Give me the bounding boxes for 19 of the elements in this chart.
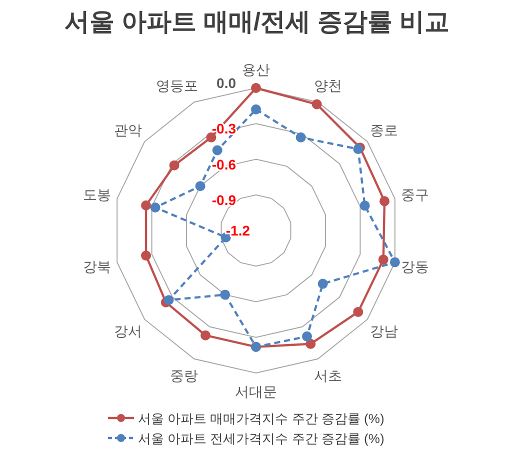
y-tick-label: -0.6 — [212, 156, 236, 172]
y-tick-label: -1.2 — [226, 222, 250, 238]
spoke-label: 강서 — [114, 322, 142, 339]
spoke-label: 강동 — [400, 258, 429, 274]
spoke-label: 용산 — [242, 61, 270, 78]
spoke-label: 양천 — [314, 77, 342, 94]
spoke-label: 강남 — [370, 322, 398, 339]
y-tick-label: 0.0 — [216, 75, 236, 91]
chart-title: 서울 아파트 매매/전세 증감률 비교 — [64, 8, 450, 36]
spoke-label: 서초 — [314, 368, 342, 384]
spoke-label: 도봉 — [83, 186, 112, 203]
spoke-label: 서대문 — [235, 384, 277, 400]
spoke-label: 영등포 — [156, 77, 198, 94]
spoke-label: 강북 — [83, 258, 112, 274]
y-tick-label: -0.9 — [212, 192, 236, 208]
spoke-label: 종로 — [370, 122, 398, 138]
spoke-label: 관악 — [114, 122, 142, 138]
spoke-label: 중랑 — [170, 368, 198, 384]
spoke-label: 중구 — [400, 186, 429, 203]
